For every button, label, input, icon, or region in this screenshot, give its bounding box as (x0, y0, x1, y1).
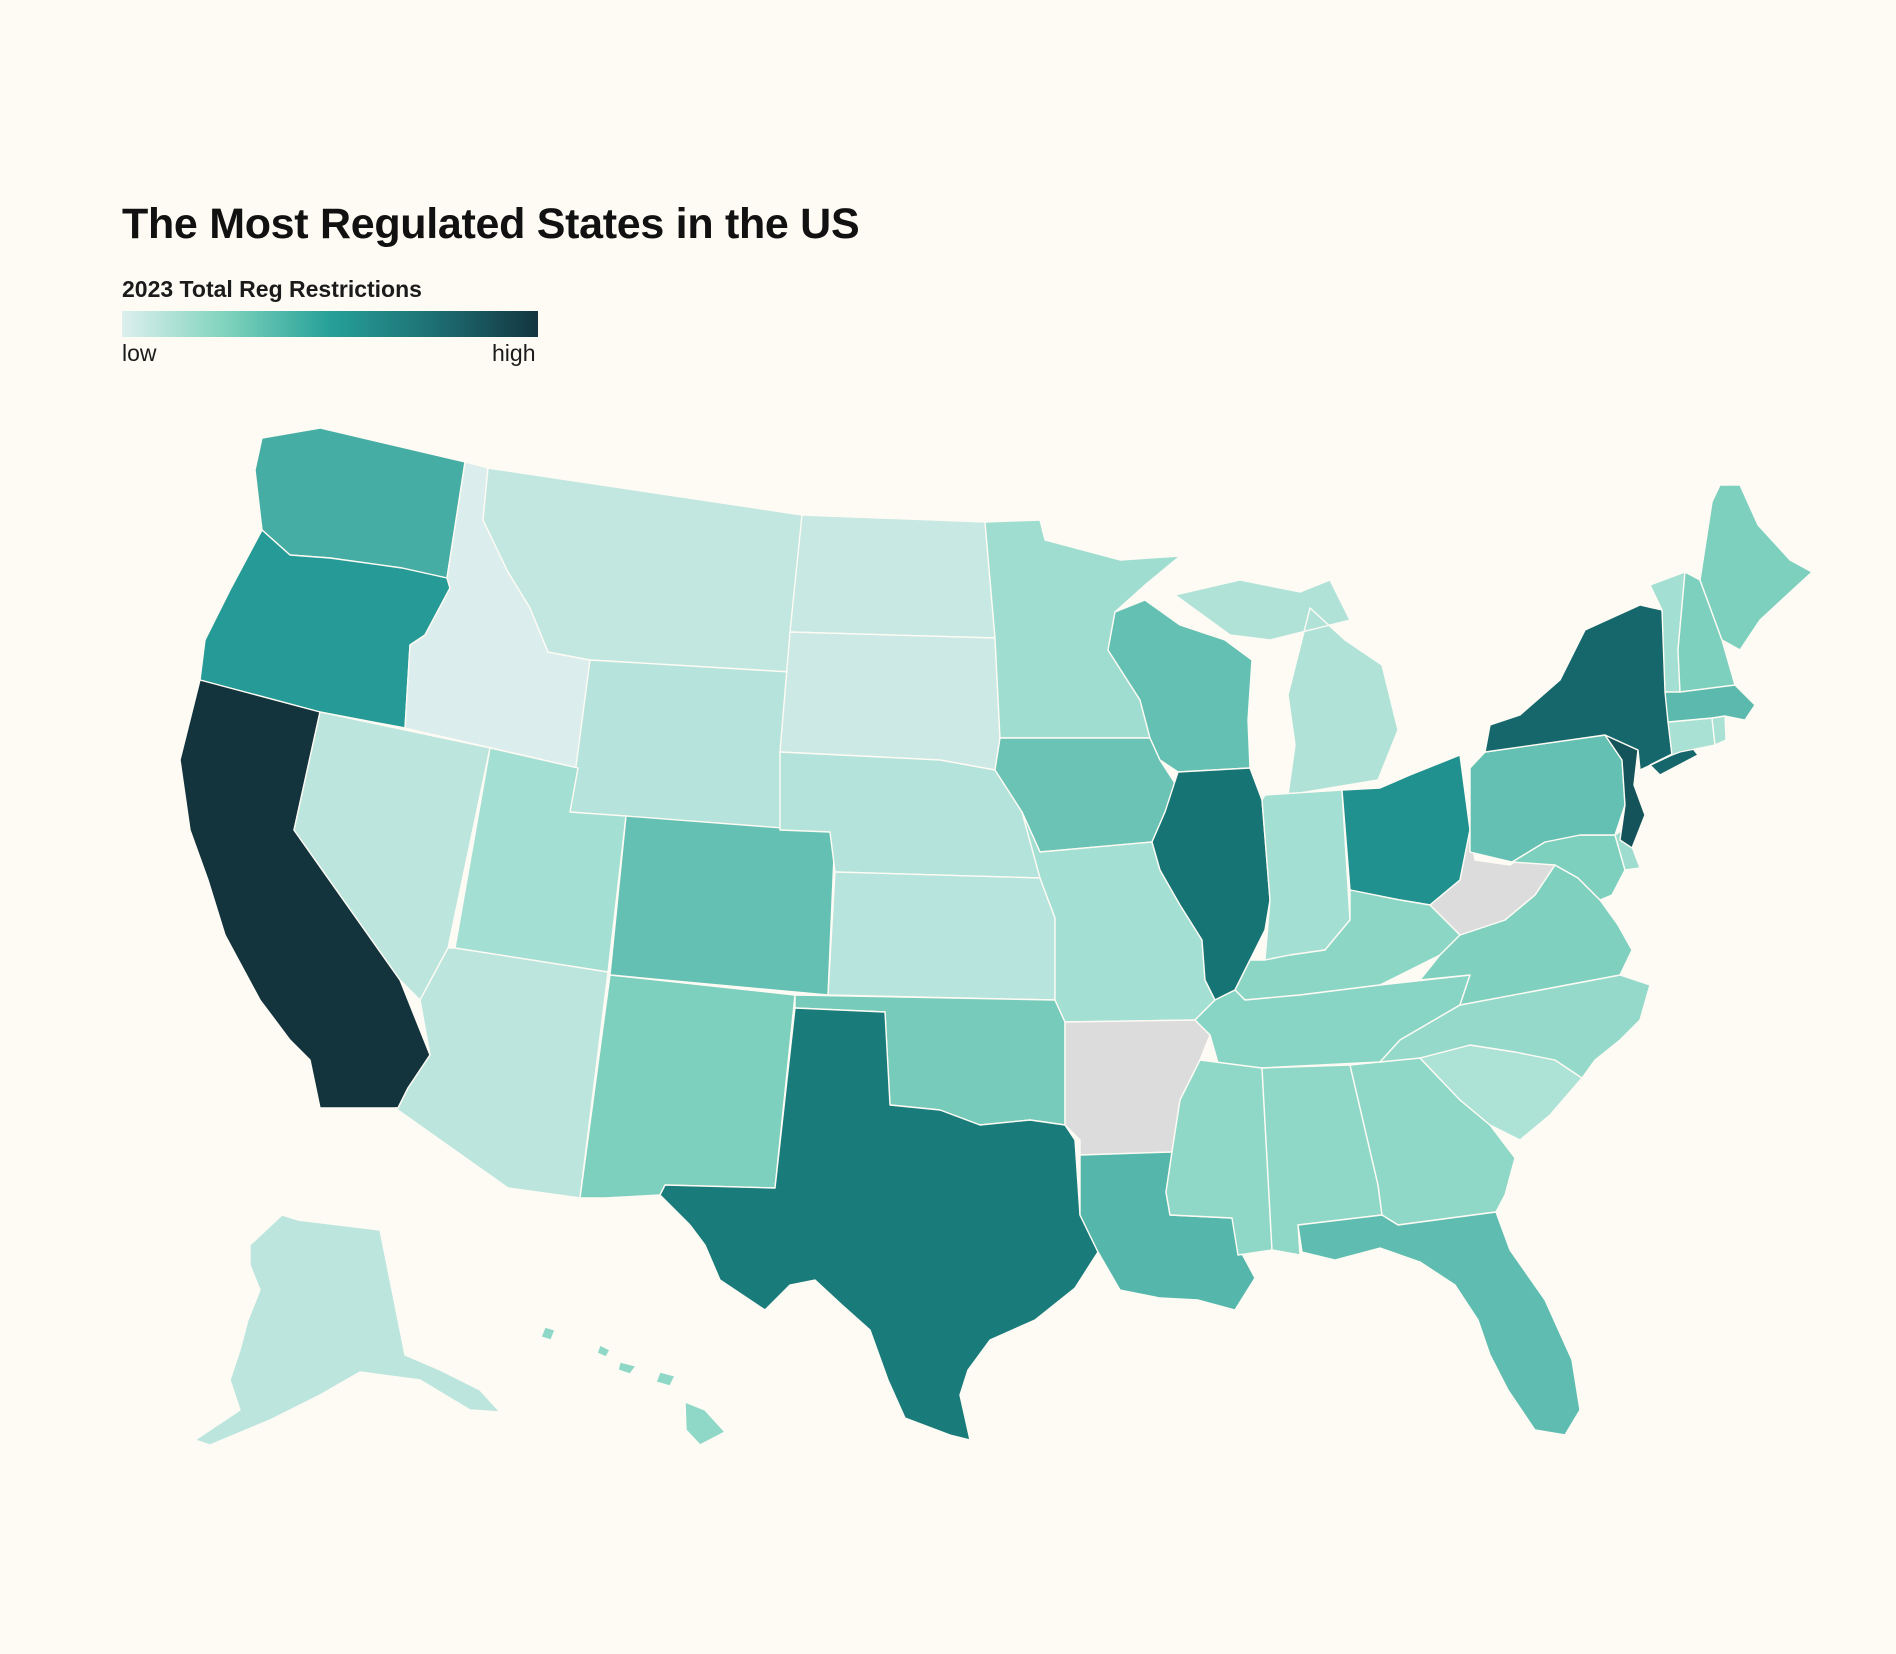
state-nj: New Jersey (1604, 734, 1646, 849)
chart-title: The Most Regulated States in the US (122, 200, 860, 248)
legend-high-label: high (492, 340, 536, 366)
state-az: Arizona (394, 947, 609, 1199)
state-ak: Alaska (194, 1214, 501, 1446)
legend-title: 2023 Total Reg Restrictions (122, 276, 422, 302)
state-me: Maine (1699, 484, 1813, 651)
state-ct: Connecticut (1667, 717, 1716, 756)
state-ks: Kansas (827, 871, 1056, 1001)
legend-color-scale (122, 311, 538, 337)
state-nm: New Mexico (579, 974, 796, 1199)
state-nd: North Dakota (789, 514, 996, 639)
state-wy: Wyoming (569, 659, 791, 831)
state-ma: Massachusetts (1664, 684, 1756, 723)
state-co: Colorado (609, 815, 836, 996)
state-hi: Hawaii (540, 1326, 726, 1446)
state-in: Indiana (1261, 789, 1351, 961)
state-fl: Florida (1297, 1211, 1581, 1436)
state-ri: Rhode Island (1711, 715, 1727, 746)
state-sd: South Dakota (779, 631, 1001, 771)
legend-low-label: low (122, 340, 157, 366)
state-mi: Michigan (1174, 579, 1399, 796)
state-tx: Texas (659, 1007, 1099, 1441)
